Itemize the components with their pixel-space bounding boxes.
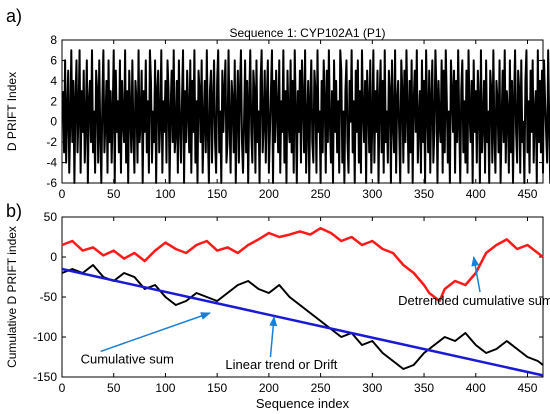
x-tick-label: 50 <box>107 381 121 395</box>
x-tick-label: 150 <box>207 187 227 201</box>
x-tick-label: 300 <box>362 187 382 201</box>
chart-panel-a: 0 50 100 150 200 250 300 350 400 450 -6 -4 -2 0 2 4 6 8 D … <box>5 26 550 201</box>
y-tick-label: 0 <box>50 250 57 264</box>
y-tick-label: -4 <box>46 156 57 170</box>
x-tick-label: 200 <box>259 381 279 395</box>
panel-label-a: a) <box>6 6 22 26</box>
chart-title: Sequence 1: CYP102A1 (P1) <box>229 26 385 40</box>
annotation-arrow <box>471 256 481 293</box>
y-tick-label: -50 <box>40 290 58 304</box>
series-line-linear-trend-or-drift <box>61 267 544 377</box>
annotation-label: Cumulative sum <box>81 351 174 366</box>
panel-label-b: b) <box>6 201 22 221</box>
chart-panel-b: 0 50 100 150 200 250 300 350 400 450 -150 -100 -50 0 5… <box>5 210 550 411</box>
y-axis-label: Cumulative D PRIFT index <box>5 226 19 368</box>
x-tick-label: 50 <box>107 187 121 201</box>
series-line-detrended-cumulative-sum <box>61 226 544 303</box>
y-tick-label: 50 <box>44 210 58 224</box>
x-tick-label: 0 <box>59 381 66 395</box>
y-tick-label: 8 <box>50 33 57 47</box>
x-tick-label: 0 <box>59 187 66 201</box>
x-tick-label: 350 <box>414 381 434 395</box>
x-tick-label: 100 <box>155 381 175 395</box>
x-tick-label: 450 <box>517 381 537 395</box>
x-tick-label: 250 <box>311 187 331 201</box>
series-line-index <box>62 49 550 184</box>
annotation-arrow <box>269 316 278 358</box>
y-tick-label: -6 <box>46 176 57 190</box>
x-tick-label: 150 <box>207 381 227 395</box>
x-tick-label: 250 <box>311 381 331 395</box>
annotation-label: Linear trend or Drift <box>225 357 337 372</box>
x-tick-label: 450 <box>517 187 537 201</box>
y-tick-label: -2 <box>46 135 57 149</box>
y-tick-label: 0 <box>50 115 57 129</box>
y-tick-label: -150 <box>33 370 57 384</box>
x-tick-label: 200 <box>259 187 279 201</box>
y-axis-label: D PRIFT Index <box>5 72 19 151</box>
x-tick-label: 100 <box>155 187 175 201</box>
y-tick-label: -100 <box>33 330 57 344</box>
annotation-arrow <box>100 312 211 353</box>
x-tick-label: 400 <box>466 381 486 395</box>
y-tick-label: 2 <box>50 94 57 108</box>
x-tick-label: 400 <box>466 187 486 201</box>
annotation-label: Detrended cumulative sum <box>398 293 550 308</box>
x-axis-label: Sequence index <box>256 396 350 411</box>
y-tick-label: 4 <box>50 74 57 88</box>
x-tick-label: 300 <box>362 381 382 395</box>
x-tick-label: 350 <box>414 187 434 201</box>
y-tick-label: 6 <box>50 53 57 67</box>
